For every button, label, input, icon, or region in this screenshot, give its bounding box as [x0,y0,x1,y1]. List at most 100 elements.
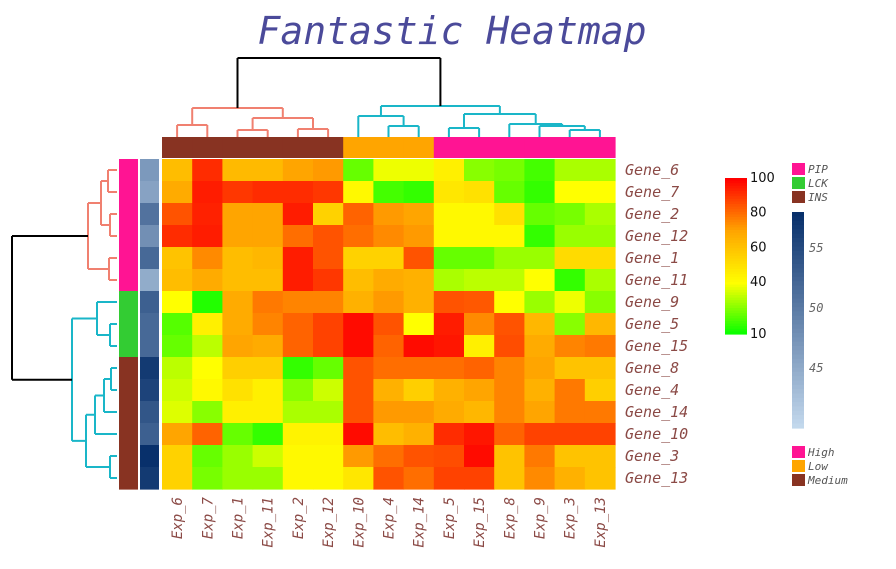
heatmap-cell [433,401,465,424]
heatmap-cell [373,357,405,380]
column-label: Exp_9 [533,497,549,539]
column-label: Exp_12 [321,497,337,548]
column-group-cell [222,137,254,158]
heatmap-cell [403,247,435,270]
color-scale-swatch [725,232,747,236]
heatmap-cell [222,225,254,248]
heatmap-cell [524,445,556,468]
heatmap-cell [162,291,193,314]
heatmap-cell [524,225,556,248]
row-value-scale-swatch [792,419,804,425]
heatmap-cell [373,379,405,402]
heatmap-cell [222,181,254,204]
heatmap-cell [494,313,525,336]
heatmap-cell [222,335,254,358]
row-value-scale-swatch [792,354,804,360]
heatmap-cell [252,269,284,292]
row-value-scale-swatch [792,242,804,248]
row-group-cell [119,203,138,226]
row-value-scale-swatch [792,337,804,343]
heatmap-cell [554,313,586,336]
row-value-scale-swatch [792,315,804,321]
row-label: Gene_11 [625,271,688,289]
row-value-scale-swatch [792,393,804,399]
heatmap-cell [524,379,556,402]
heatmap-cell [433,203,465,226]
heatmap-cell [282,247,314,270]
heatmap-cell [192,423,223,446]
color-scale-swatch [725,287,747,291]
heatmap-cell [433,423,465,446]
column-label: Exp_1 [231,497,247,539]
row-value-cell [140,225,159,248]
heatmap-cell [433,291,465,314]
color-scale-tick: 60 [750,240,767,255]
row-value-cell [140,181,159,204]
row-value-cell [140,423,159,446]
heatmap-cell [584,159,616,182]
heatmap-cell [373,445,405,468]
heatmap-cell [252,313,284,336]
color-scale-swatch [725,263,747,267]
heatmap-cell [403,225,435,248]
row-value-scale-swatch [792,406,804,412]
row-label: Gene_15 [625,337,688,355]
heatmap-cell [343,335,374,358]
heatmap-cell [584,401,616,424]
column-label: Exp_5 [442,497,458,539]
heatmap-cell [494,467,525,490]
heatmap-cell [403,401,435,424]
row-value-scale-swatch [792,350,804,356]
heatmap-cell [584,467,616,490]
heatmap-cell [524,467,556,490]
heatmap-cell [433,467,465,490]
heatmap-cell [464,423,495,446]
heatmap-cell [433,445,465,468]
heatmap-cell [343,269,374,292]
row-value-annotation-bar [140,159,159,490]
heatmap-cell [192,181,223,204]
heatmap-cell [373,225,405,248]
heatmap-cell [584,203,616,226]
color-scale-swatch [725,180,747,184]
row-value-scale-swatch [792,376,804,382]
heatmap-cell [524,181,556,204]
column-group-cell [464,137,495,158]
heatmap-cell [403,335,435,358]
column-group-cell [192,137,223,158]
heatmap-cell [494,291,525,314]
row-value-cell [140,269,159,292]
heatmap-cell [313,445,344,468]
heatmap-cell [252,247,284,270]
heatmap-cell [252,357,284,380]
row-group-legend-swatch [792,177,805,189]
row-value-scale-swatch [792,307,804,312]
color-scale-swatch [725,217,747,221]
heatmap-cell [464,225,495,248]
row-value-scale-swatch [792,380,804,386]
row-value-scale-swatch [792,332,804,338]
heatmap-cell [252,423,284,446]
heatmap-cell [252,335,284,358]
color-scale-tick: 40 [750,275,767,290]
heatmap-cell [584,225,616,248]
heatmap-cell [464,181,495,204]
heatmap-cell [494,445,525,468]
row-value-scale-swatch [792,220,804,226]
column-group-cell [162,137,193,158]
heatmap-cell [464,357,495,380]
row-value-scale-swatch [792,345,804,351]
column-group-cell [313,137,344,158]
row-value-scale-swatch [792,259,804,265]
row-value-scale-swatch [792,268,804,274]
column-group-cell [343,137,374,158]
heatmap-cell [282,203,314,226]
heatmap-cell [494,203,525,226]
color-scale-swatch [725,193,747,197]
heatmap-cell [343,445,374,468]
heatmap-cell [343,423,374,446]
column-group-cell [494,137,525,158]
row-value-cell [140,247,159,270]
heatmap-cell [162,335,193,358]
